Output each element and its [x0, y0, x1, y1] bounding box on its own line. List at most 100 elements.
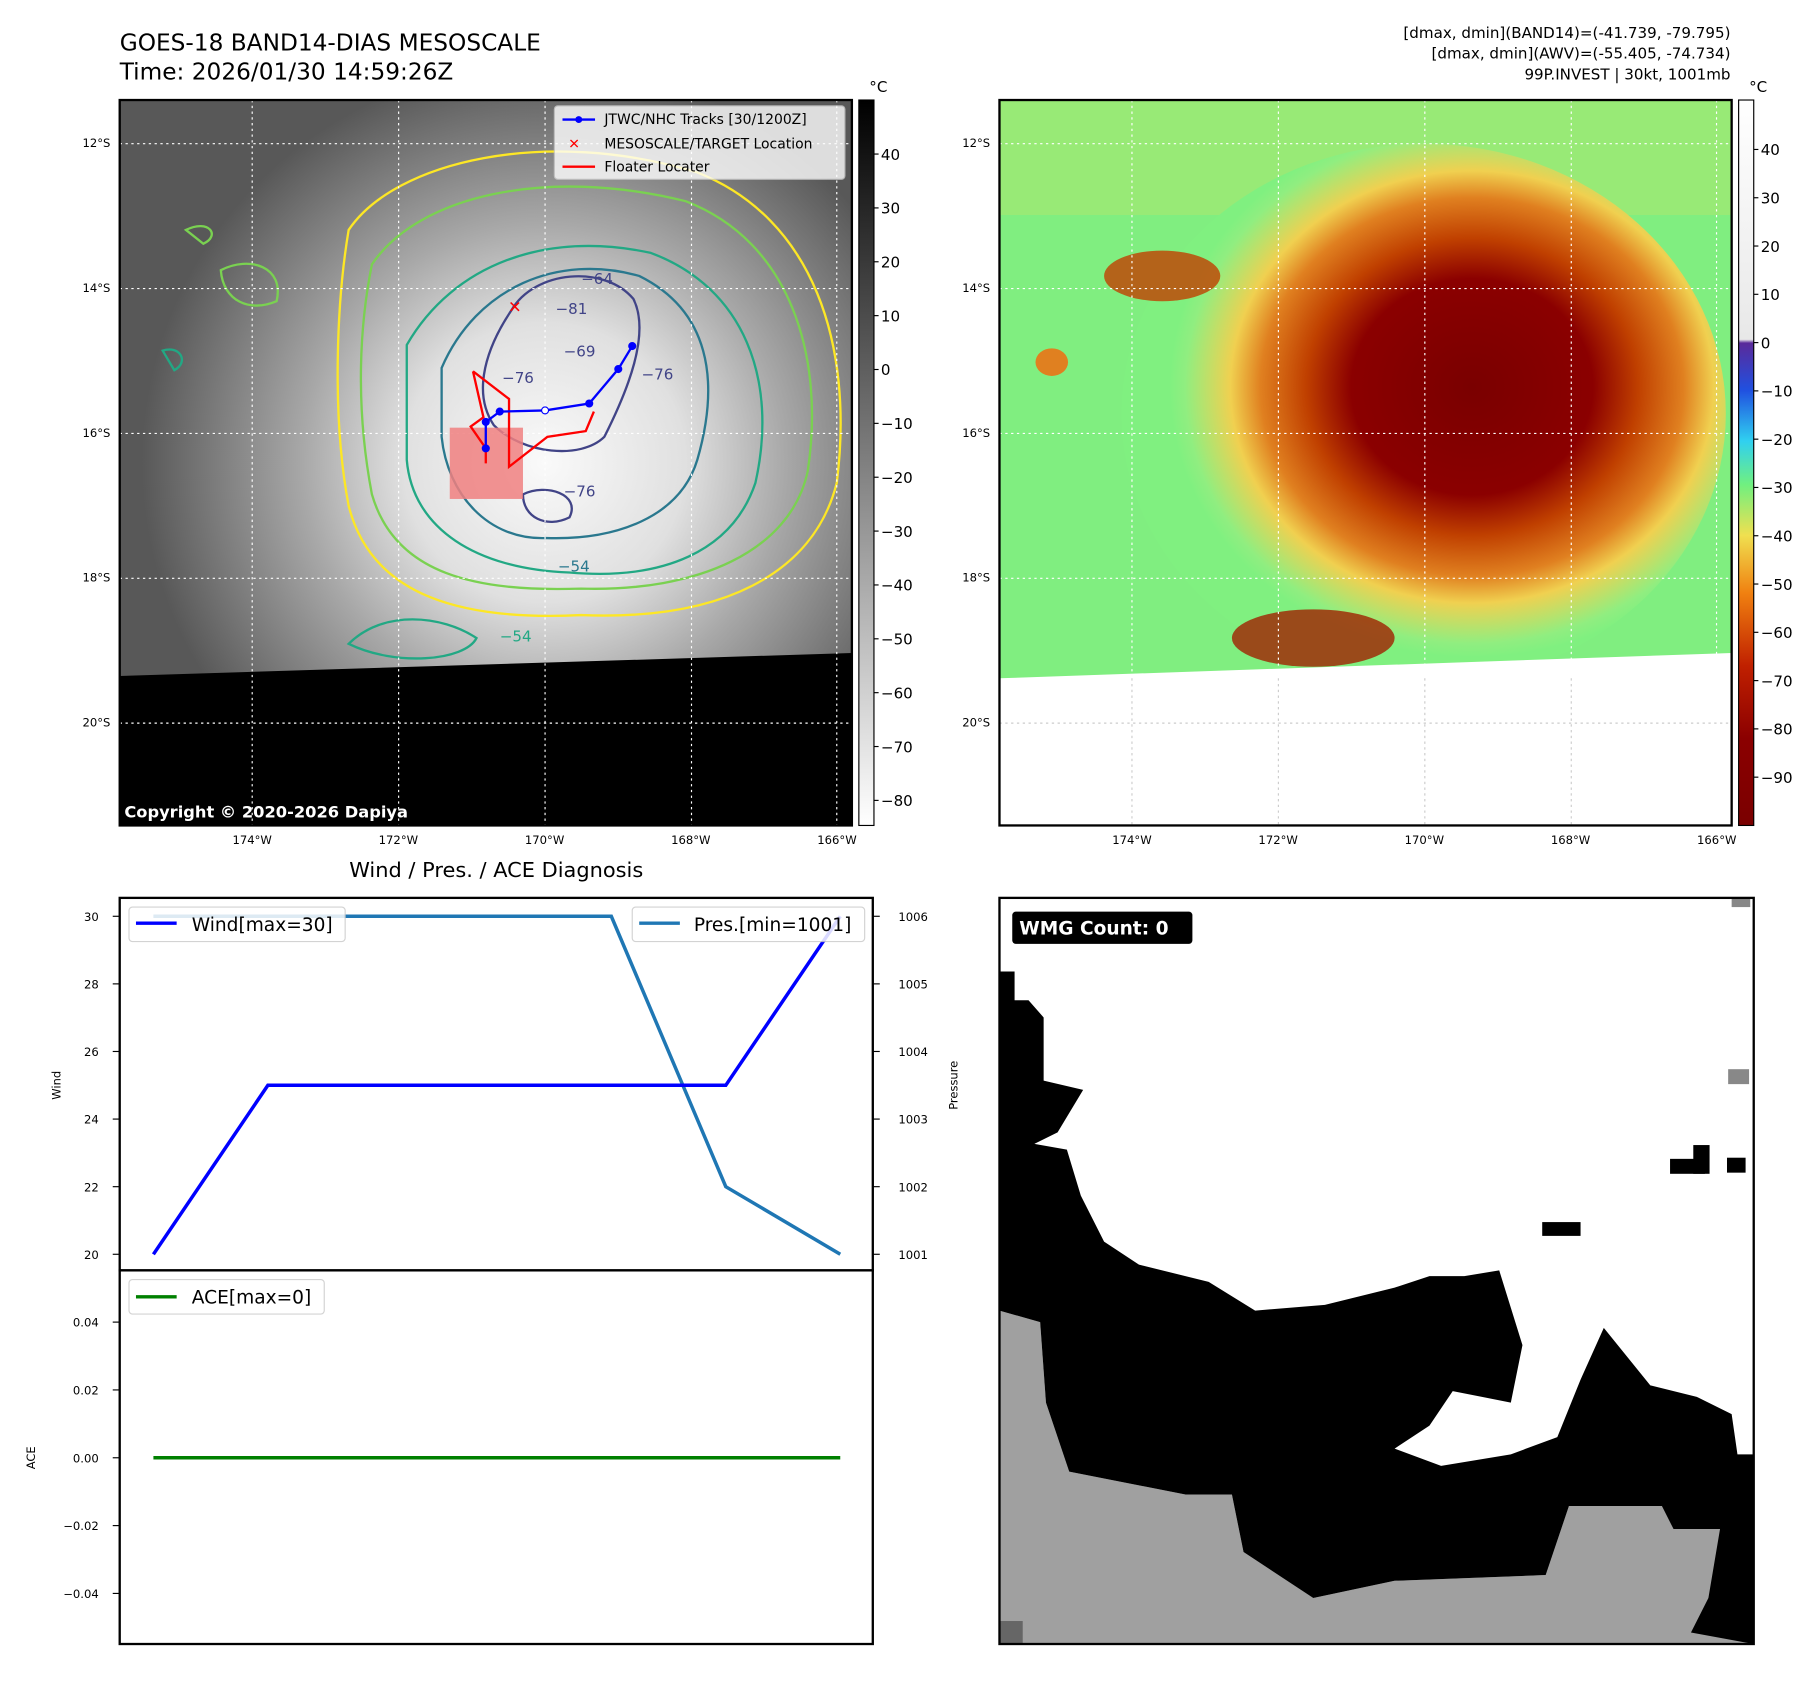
ace-tick-label: −0.04 — [63, 1587, 99, 1601]
wind-tick-label: 30 — [84, 910, 99, 924]
contour-dark-teal — [440, 267, 710, 540]
wmg-black-region — [999, 971, 1754, 1645]
lat-label: 14°S — [82, 281, 110, 295]
colorbar-tick-label: 40 — [881, 146, 900, 164]
lat-label: 12°S — [82, 136, 110, 150]
lat-label: 20°S — [82, 716, 110, 730]
colorbar-tick-label: −20 — [1761, 431, 1793, 449]
colorbar-tick-label: −60 — [1761, 624, 1793, 642]
colorbar-tick-label: 30 — [881, 200, 900, 218]
colorbar-tick-label: 10 — [881, 307, 900, 325]
colorbar-tick-label: −30 — [1761, 479, 1793, 497]
lon-label: 166°W — [817, 833, 857, 847]
left-colorbar — [858, 99, 875, 827]
lat-label: 18°S — [962, 571, 990, 585]
ace-axis-label: ACE — [24, 1446, 38, 1469]
lon-label: 174°W — [232, 833, 272, 847]
wmg-panel: WMG Count: 0 — [999, 897, 1754, 1645]
wind-tick-label: 22 — [84, 1180, 99, 1194]
pressure-axis-label: Pressure — [947, 1061, 961, 1110]
lon-label: 172°W — [1258, 833, 1298, 847]
pressure-legend-label: Pres.[min=1001] — [694, 915, 852, 936]
ace-tick-label: 0.04 — [73, 1316, 99, 1330]
colorbar-tick-label: −70 — [1761, 672, 1793, 690]
gridlines — [119, 100, 852, 826]
contour-label: −54 — [500, 628, 532, 646]
colorbar-tick-label: 20 — [881, 254, 900, 272]
lon-label: 168°W — [1551, 833, 1591, 847]
pressure-legend: Pres.[min=1001] — [631, 906, 866, 943]
right-colorbar-unit: °C — [1749, 78, 1767, 96]
colorbar-tick-label: −10 — [881, 415, 913, 433]
colorbar-tick-label: −90 — [1761, 769, 1793, 787]
colorbar-tick-label: −30 — [881, 523, 913, 541]
wind-axis-label: Wind — [49, 1071, 63, 1100]
colorbar-tick-label: 0 — [881, 361, 891, 379]
legend-track: JTWC/NHC Tracks [30/1200Z] — [603, 112, 806, 128]
contour-label: −76 — [502, 369, 534, 387]
right-colorbar-ticks: 40 30 20 10 0 −10 −20 −30 −40 −50 −60 −70 −80 −90 — [1753, 141, 1793, 787]
lat-label: 18°S — [82, 571, 110, 585]
colorbar-tick-label: 40 — [1761, 141, 1780, 159]
floater-locater-line — [472, 370, 595, 470]
wmg-count-label: WMG Count: 0 — [1019, 919, 1168, 940]
wind-tick-label: 26 — [84, 1045, 99, 1059]
legend-floater: Floater Locater — [604, 159, 709, 175]
contour-label: −76 — [564, 483, 596, 501]
colorbar-tick-label: −80 — [1761, 721, 1793, 739]
contour-label: −54 — [558, 557, 590, 575]
lon-label: 166°W — [1697, 833, 1737, 847]
lat-label: 14°S — [962, 281, 990, 295]
colorbar-tick-label: −40 — [1761, 528, 1793, 546]
pressure-tick-label: 1005 — [898, 978, 928, 992]
colorbar-tick-label: −80 — [881, 792, 913, 810]
diagnosis-title: Wind / Pres. / ACE Diagnosis — [349, 858, 643, 882]
colorbar-tick-label: 10 — [1761, 286, 1780, 304]
colorbar-tick-label: −50 — [881, 631, 913, 649]
wind-tick-label: 24 — [84, 1113, 99, 1127]
lat-label: 16°S — [962, 426, 990, 440]
colorbar-tick-label: −40 — [881, 577, 913, 595]
colorbar-tick-label: −60 — [881, 684, 913, 702]
awv-map-panel — [999, 100, 1732, 826]
ir-map-panel: −64 −81 −76 −76 −76 −54 −54 −69 ✕ JTWC/N… — [119, 100, 852, 826]
lat-label: 20°S — [962, 716, 990, 730]
contour-indigo — [481, 275, 641, 453]
colorbar-tick-label: −20 — [881, 469, 913, 487]
wind-tick-label: 20 — [84, 1248, 99, 1262]
right-colorbar — [1738, 99, 1755, 827]
wind-tick-label: 28 — [84, 978, 99, 992]
left-colorbar-unit: °C — [869, 78, 887, 96]
map-legend: JTWC/NHC Tracks [30/1200Z] ✕ MESOSCALE/T… — [553, 105, 846, 180]
diagnosis-marks: 20 22 24 26 28 30 1001 1002 1003 1004 1005 1006 0.04… — [63, 910, 928, 1601]
copyright: Copyright © 2020-2026 Dapiya — [124, 802, 408, 821]
wind-legend: Wind[max=30] — [128, 906, 346, 943]
lon-label: 170°W — [1405, 833, 1445, 847]
stats-awv: [dmax, dmin](AWV)=(-55.405, -74.734) — [1431, 45, 1730, 63]
stats-storm: 99P.INVEST | 30kt, 1001mb — [1524, 65, 1730, 83]
lon-label: 168°W — [671, 833, 711, 847]
ace-legend-label: ACE[max=0] — [192, 1288, 312, 1309]
ace-tick-label: 0.02 — [73, 1384, 99, 1398]
wind-line — [151, 915, 842, 1256]
figure-time: Time: 2026/01/30 14:59:26Z — [119, 59, 454, 85]
pressure-tick-label: 1004 — [898, 1045, 928, 1059]
colorbar-tick-label: −70 — [881, 738, 913, 756]
lat-label: 16°S — [82, 426, 110, 440]
contour-label: −81 — [556, 300, 588, 318]
svg-text:✕: ✕ — [568, 136, 580, 152]
contour-teal — [405, 244, 764, 575]
ace-tick-label: 0.00 — [73, 1451, 99, 1465]
colorbar-tick-label: 30 — [1761, 190, 1780, 208]
wmg-count-badge — [1012, 911, 1193, 944]
ace-legend: ACE[max=0] — [128, 1278, 325, 1315]
wmg-gray-region — [999, 1310, 1754, 1645]
ace-tick-label: −0.02 — [63, 1519, 99, 1533]
colorbar-tick-label: −50 — [1761, 576, 1793, 594]
colorbar-tick-label: −10 — [1761, 383, 1793, 401]
colorbar-tick-label: 20 — [1761, 238, 1780, 256]
legend-target: MESOSCALE/TARGET Location — [604, 136, 812, 152]
contour-label: −64 — [581, 270, 613, 288]
contour-label: −76 — [642, 365, 674, 383]
